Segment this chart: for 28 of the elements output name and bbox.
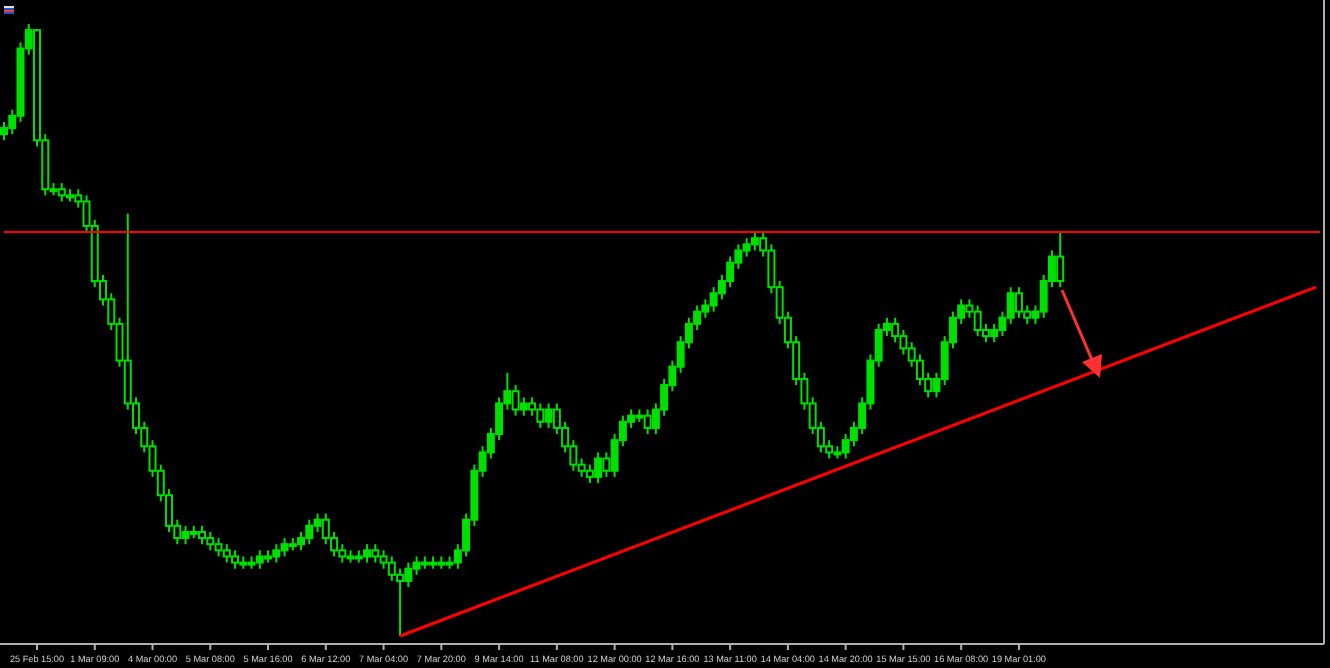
candlestick — [272, 543, 281, 564]
candlestick — [313, 512, 322, 533]
candlestick — [305, 518, 314, 546]
candlestick — [973, 304, 982, 338]
candlestick — [198, 524, 207, 546]
candlestick — [363, 543, 372, 564]
candlestick — [57, 182, 66, 203]
candlestick — [231, 549, 240, 570]
candlestick — [643, 408, 652, 436]
candlestick — [280, 537, 289, 558]
candlestick — [544, 402, 553, 429]
candlestick — [585, 463, 594, 484]
candlestick — [206, 530, 215, 552]
candlestick — [511, 384, 520, 417]
candlestick — [750, 231, 759, 252]
candlestick — [371, 543, 380, 564]
candlestick — [214, 537, 223, 558]
candlestick — [594, 451, 603, 484]
candlestick — [519, 396, 528, 417]
candlestick — [412, 555, 421, 576]
candlestick — [1006, 286, 1015, 325]
candlestick — [1056, 231, 1065, 289]
candlestick — [536, 402, 545, 429]
candlestick — [742, 237, 751, 258]
candlestick — [255, 549, 264, 570]
candlestick — [1014, 286, 1023, 319]
candlestick — [222, 543, 231, 564]
candlestick — [181, 524, 190, 546]
